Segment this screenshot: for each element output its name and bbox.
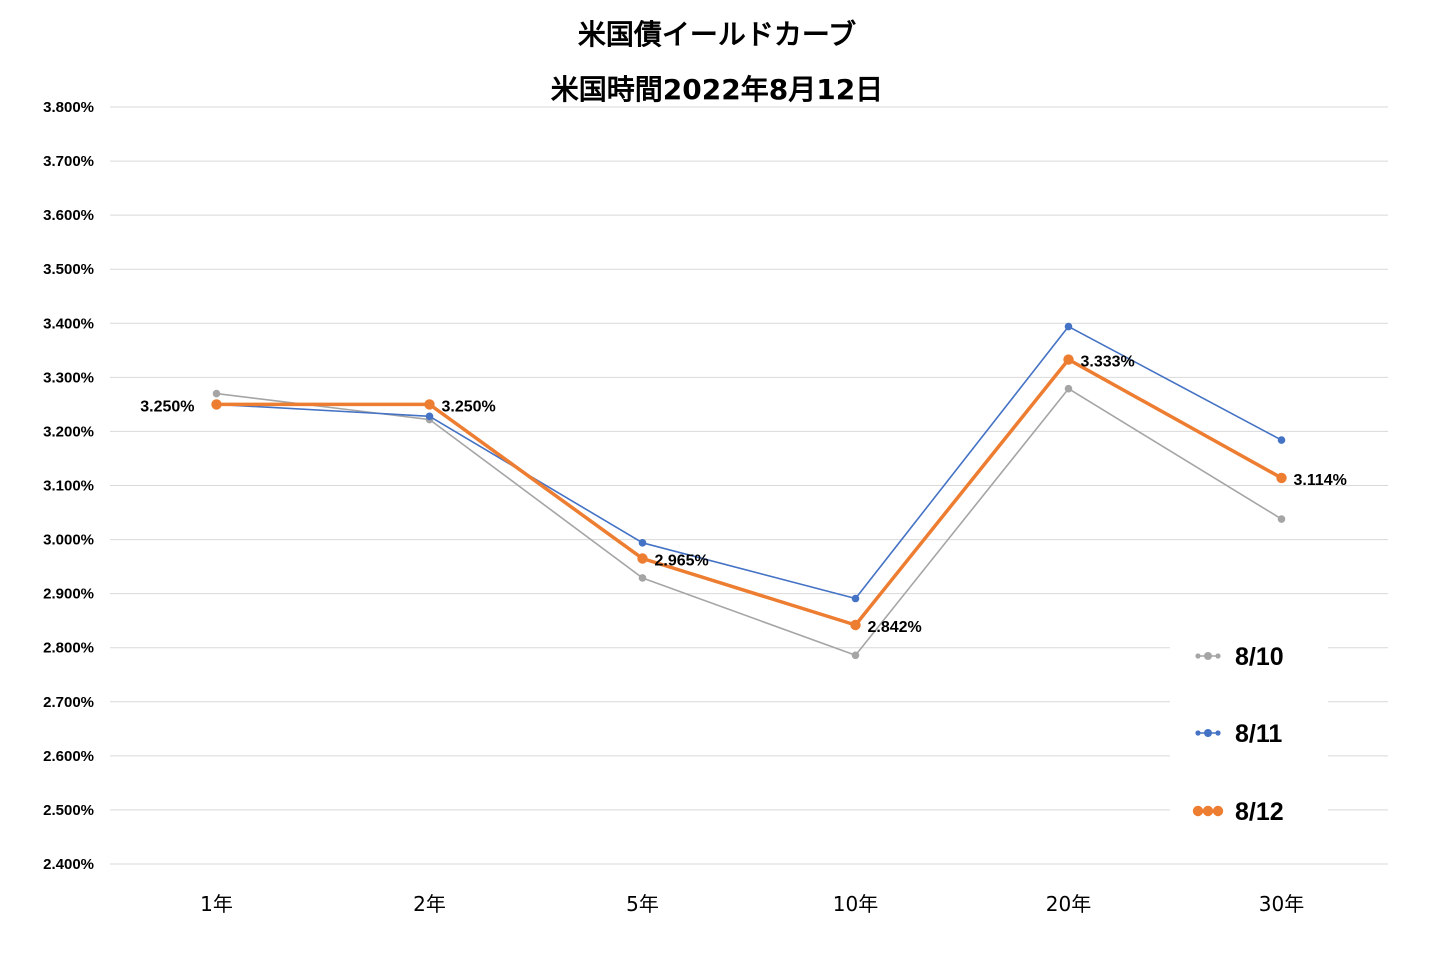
x-axis-ticks: 1年 2年 5年 10年 20年 30年 [200, 892, 1304, 916]
data-point [850, 619, 861, 631]
data-label: 3.250% [442, 398, 496, 415]
x-tick-label: 30年 [1259, 892, 1304, 916]
data-point [851, 651, 860, 660]
legend-swatch-marker [1215, 653, 1221, 659]
y-tick-label: 2.400% [43, 856, 94, 873]
data-point [1276, 472, 1287, 484]
y-tick-label: 3.600% [43, 207, 94, 224]
data-point [1064, 322, 1073, 331]
data-label: 3.250% [140, 398, 194, 415]
legend-swatch-marker [1215, 730, 1221, 736]
x-tick-label: 20年 [1046, 892, 1091, 916]
data-point [1277, 436, 1286, 444]
y-tick-label: 3.000% [43, 532, 94, 549]
series-line [216, 325, 1282, 600]
data-label: 3.333% [1081, 354, 1135, 371]
x-tick-label: 5年 [626, 892, 659, 916]
data-point [638, 574, 647, 582]
legend-swatch-marker [1195, 653, 1201, 659]
data-point [424, 399, 435, 410]
data-point [638, 539, 647, 547]
data-point [1064, 384, 1073, 393]
data-label: 2.965% [655, 552, 709, 569]
legend-swatch-marker [1212, 805, 1224, 817]
data-point [211, 399, 222, 410]
y-axis-ticks: 2.400% 2.500% 2.600% 2.700% 2.800% 2.900% 3.00… [43, 99, 94, 873]
series-8/12 [211, 354, 1287, 631]
legend-item: 8/10 [1195, 643, 1284, 671]
legend-swatch-marker [1202, 805, 1214, 817]
x-tick-label: 1年 [200, 892, 233, 916]
y-tick-label: 3.300% [43, 369, 94, 386]
data-point [212, 389, 221, 398]
legend-item: 8/12 [1192, 798, 1284, 826]
series-line [216, 357, 1283, 627]
x-tick-label: 10年 [833, 892, 878, 916]
y-tick-label: 2.700% [43, 694, 94, 711]
series-lines [211, 322, 1287, 660]
legend-label: 8/11 [1235, 720, 1282, 748]
series-8/10 [212, 384, 1286, 660]
y-tick-label: 2.500% [43, 802, 94, 819]
legend-swatch-marker [1195, 730, 1201, 736]
legend-label: 8/12 [1235, 798, 1284, 826]
y-tick-label: 3.500% [43, 261, 94, 278]
legend-swatch-marker [1204, 652, 1212, 660]
legend-item: 8/11 [1195, 720, 1282, 748]
data-point [425, 412, 434, 421]
legend-label: 8/10 [1235, 643, 1284, 671]
data-label: 2.842% [868, 619, 922, 636]
y-tick-label: 3.200% [43, 423, 94, 440]
data-labels: 3.250% 3.250% 2.965% 2.842% 3.333% 3.114% [140, 354, 1347, 636]
data-point [1277, 515, 1286, 523]
y-tick-label: 2.600% [43, 748, 94, 765]
legend-swatch-marker [1204, 729, 1212, 737]
legend-swatch-marker [1192, 805, 1204, 817]
data-point [851, 594, 860, 603]
y-tick-label: 3.700% [43, 153, 94, 170]
gridlines [110, 106, 1388, 865]
chart-title: 米国債イールドカーブ [578, 18, 856, 51]
y-tick-label: 2.800% [43, 640, 94, 657]
data-point [1063, 354, 1074, 365]
y-tick-label: 3.800% [43, 99, 94, 116]
y-tick-label: 3.400% [43, 315, 94, 332]
chart-subtitle: 米国時間2022年8月12日 [551, 73, 883, 106]
data-point [637, 553, 648, 564]
series-line [216, 387, 1282, 657]
data-label: 3.114% [1294, 472, 1347, 489]
y-tick-label: 3.100% [43, 478, 94, 495]
x-tick-label: 2年 [413, 892, 446, 916]
y-tick-label: 2.900% [43, 586, 94, 603]
legend: 8/10 8/11 8/12 [1170, 625, 1328, 840]
